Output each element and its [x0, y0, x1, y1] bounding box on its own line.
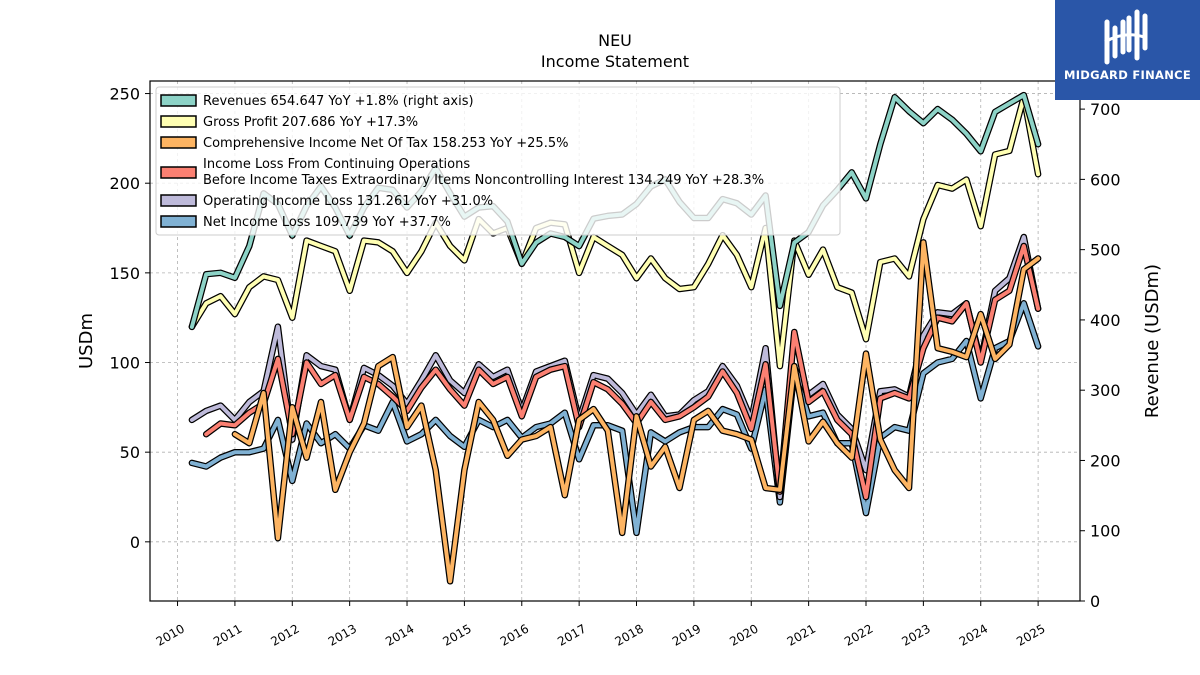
y2-tick-label: 100 — [1090, 522, 1121, 541]
y2-tick-label: 0 — [1090, 592, 1100, 611]
y2-tick-label: 300 — [1090, 381, 1121, 400]
midgard-finance-logo: MIDGARD FINANCE — [1055, 0, 1200, 100]
legend-swatch — [160, 94, 197, 107]
x-tick-label: 2020 — [727, 621, 760, 648]
x-tick-label: 2015 — [440, 621, 473, 648]
y2-tick-label: 200 — [1090, 451, 1121, 470]
legend-box — [155, 86, 841, 236]
legend-swatch — [160, 215, 197, 228]
y-tick-label: 200 — [109, 174, 140, 193]
x-tick-label: 2018 — [613, 621, 646, 648]
series-line — [204, 244, 1041, 499]
y-tick-label: 150 — [109, 264, 140, 283]
x-tick-label: 2010 — [154, 621, 187, 648]
legend-label: Gross Profit 207.686 YoY +17.3% — [203, 115, 418, 130]
legend-label: Comprehensive Income Net Of Tax 158.253 … — [203, 136, 568, 151]
legend: Revenues 654.647 YoY +1.8% (right axis) G… — [155, 86, 841, 236]
series-line — [232, 240, 1041, 584]
legend-swatch — [160, 136, 197, 149]
legend-swatch — [160, 194, 197, 207]
y2-tick-label: 600 — [1090, 170, 1121, 189]
legend-swatch — [160, 115, 197, 128]
legend-label: Before Income Taxes Extraordinary Items … — [203, 173, 764, 188]
x-tick-label: 2014 — [383, 621, 416, 648]
plot-frame — [149, 80, 1081, 602]
chart-title: NEU — [598, 31, 632, 50]
y2-tick-label: 700 — [1090, 100, 1121, 119]
y-tick-label: 50 — [120, 443, 140, 462]
x-tick-label: 2024 — [957, 621, 990, 648]
x-tick-label: 2012 — [268, 621, 301, 648]
y-tick-label: 250 — [109, 85, 140, 104]
x-tick-label: 2023 — [899, 621, 932, 648]
y2-tick-label: 400 — [1090, 311, 1121, 330]
x-tick-label: 2011 — [211, 621, 244, 648]
legend-label: Operating Income Loss 131.261 YoY +31.0% — [203, 194, 493, 209]
y-tick-label: 100 — [109, 354, 140, 373]
x-tick-label: 2017 — [555, 621, 588, 648]
legend-label: Revenues 654.647 YoY +1.8% (right axis) — [203, 94, 474, 109]
x-tick-label: 2016 — [498, 621, 531, 648]
legend-swatch — [160, 166, 197, 179]
y-tick-label: 0 — [130, 533, 140, 552]
x-tick-label: 2013 — [326, 621, 359, 648]
y2-axis-title: Revenue (USDm) — [1142, 264, 1163, 418]
midgard-logo-icon — [1104, 9, 1148, 65]
x-tick-label: 2021 — [785, 621, 818, 648]
x-tick-label: 2022 — [842, 621, 875, 648]
series-line — [189, 301, 1041, 535]
y-axis-title: USDm — [76, 313, 97, 369]
chart-subtitle: Income Statement — [540, 52, 690, 71]
series-line — [189, 95, 1041, 369]
legend-label: Income Loss From Continuing Operations — [203, 157, 470, 172]
x-tick-label: 2025 — [1014, 621, 1047, 648]
legend-label: Net Income Loss 109.739 YoY +37.7% — [203, 215, 451, 230]
y2-tick-label: 500 — [1090, 241, 1121, 260]
logo-text: MIDGARD FINANCE — [1063, 68, 1192, 82]
x-tick-label: 2019 — [670, 621, 703, 648]
